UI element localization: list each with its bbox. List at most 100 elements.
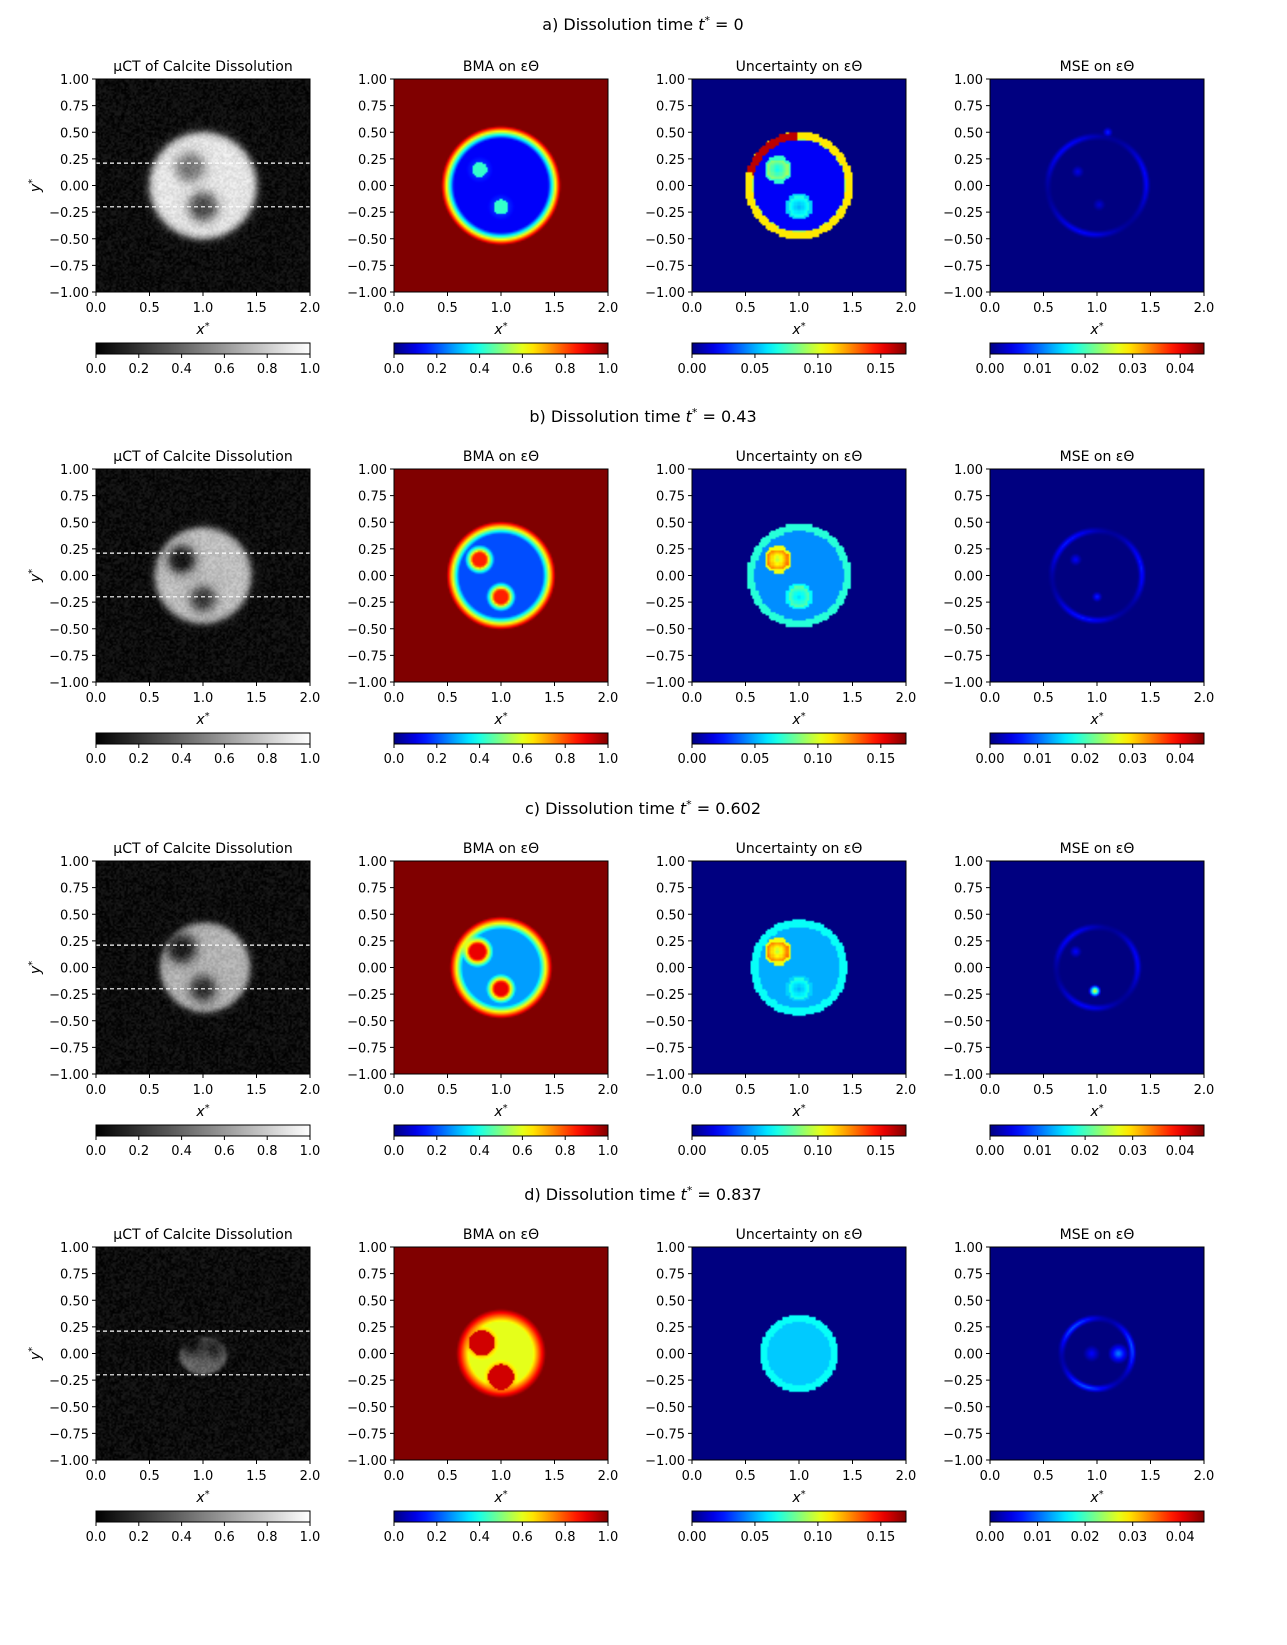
colorbar-tick-label: 0.15 — [866, 362, 895, 377]
y-tick-label: 0.25 — [656, 153, 685, 168]
x-tick-label: 1.0 — [1087, 691, 1108, 706]
colorbar-tick-label: 0.0 — [384, 752, 405, 767]
x-tick-label: 2.0 — [896, 301, 917, 316]
x-axis-label: x* — [791, 1103, 805, 1120]
x-tick-label: 2.0 — [896, 1083, 917, 1098]
colorbar-tick-label: 0.6 — [512, 362, 533, 377]
x-tick-label: 0.5 — [1033, 1469, 1054, 1484]
panel-title: BMA on εΘ — [463, 59, 539, 75]
colorbar-tick-label: 0.4 — [171, 1530, 192, 1545]
x-tick-label: 1.5 — [842, 1469, 863, 1484]
colorbar-tick-label: 0.8 — [257, 362, 278, 377]
heatmap-image — [96, 79, 310, 292]
y-tick-label: −0.75 — [49, 1041, 89, 1056]
x-tick-label: 1.5 — [544, 301, 565, 316]
panel-bma: BMA on εΘ 1.00 0.75 0.50 0.25 0.00 −0.25 −0.50 −… — [347, 449, 618, 767]
colorbar-tick-label: 0.01 — [1023, 1144, 1052, 1159]
panel-title: MSE on εΘ — [1060, 449, 1135, 465]
x-tick-label: 2.0 — [300, 691, 321, 706]
colorbar-tick-label: 0.4 — [469, 752, 490, 767]
colorbar-tick-label: 0.4 — [469, 362, 490, 377]
colorbar-tick-label: 0.01 — [1023, 1530, 1052, 1545]
x-tick-label: 1.5 — [246, 1083, 267, 1098]
panel-title: Uncertainty on εΘ — [736, 59, 863, 75]
y-tick-label: −0.50 — [49, 623, 89, 638]
y-tick-label: −0.75 — [943, 649, 983, 664]
y-tick-label: 1.00 — [954, 1241, 983, 1256]
y-tick-label: 0.25 — [954, 1321, 983, 1336]
y-axis-label: y* — [27, 1347, 44, 1361]
x-axis-label: x* — [791, 1489, 805, 1506]
x-tick-label: 0.0 — [682, 301, 703, 316]
x-tick-label: 1.5 — [842, 691, 863, 706]
y-tick-label: 1.00 — [358, 1241, 387, 1256]
panel-unc: Uncertainty on εΘ 1.00 0.75 0.50 0.25 0.00 −0.… — [645, 449, 916, 767]
x-tick-label: 1.0 — [789, 691, 810, 706]
x-tick-label: 0.5 — [735, 1469, 756, 1484]
y-tick-label: −0.50 — [943, 1015, 983, 1030]
y-tick-label: −0.50 — [49, 233, 89, 248]
y-tick-label: 0.00 — [358, 180, 387, 195]
colorbar-tick-label: 0.10 — [803, 1144, 832, 1159]
y-tick-label: 0.50 — [656, 908, 685, 923]
y-tick-label: 0.75 — [358, 490, 387, 505]
colorbar-tick-label: 0.00 — [976, 362, 1005, 377]
x-tick-label: 1.5 — [246, 301, 267, 316]
row-title-var: t — [680, 799, 687, 818]
panel-title: μCT of Calcite Dissolution — [113, 1227, 292, 1243]
panel-title: μCT of Calcite Dissolution — [113, 449, 292, 465]
y-tick-label: 0.50 — [954, 908, 983, 923]
colorbar-tick-label: 0.00 — [976, 1144, 1005, 1159]
x-tick-label: 1.0 — [491, 691, 512, 706]
y-tick-label: −0.75 — [943, 1427, 983, 1442]
row-title: d) Dissolution time t* = 0.837 — [524, 1184, 761, 1204]
x-tick-label: 0.0 — [980, 301, 1001, 316]
y-tick-label: 0.25 — [60, 1321, 89, 1336]
colorbar-tick-label: 0.6 — [512, 1530, 533, 1545]
heatmap-image — [96, 1247, 310, 1460]
y-tick-label: 0.25 — [954, 543, 983, 558]
x-tick-label: 1.0 — [193, 301, 214, 316]
colorbar-tick-label: 0.00 — [678, 1530, 707, 1545]
y-tick-label: −0.75 — [49, 259, 89, 274]
x-axis-label: x* — [1089, 711, 1103, 728]
y-tick-label: 0.00 — [358, 962, 387, 977]
x-tick-label: 0.0 — [384, 1469, 405, 1484]
x-tick-label: 0.0 — [384, 1083, 405, 1098]
colorbar-tick-label: 0.15 — [866, 1144, 895, 1159]
x-tick-label: 1.5 — [246, 1469, 267, 1484]
colorbar-tick-label: 0.4 — [171, 362, 192, 377]
y-tick-label: −0.75 — [49, 1427, 89, 1442]
colorbar-tick-label: 0.2 — [128, 362, 149, 377]
y-tick-label: 1.00 — [954, 463, 983, 478]
colorbar — [393, 732, 609, 745]
panel-unc: Uncertainty on εΘ 1.00 0.75 0.50 0.25 0.00 −0.… — [645, 59, 916, 377]
colorbar-tick-label: 0.00 — [678, 1144, 707, 1159]
colorbar-tick-label: 0.10 — [803, 752, 832, 767]
colorbar-tick-label: 1.0 — [300, 752, 321, 767]
y-tick-label: 0.00 — [358, 570, 387, 585]
y-tick-label: 0.50 — [358, 908, 387, 923]
colorbar-tick-label: 0.2 — [426, 752, 447, 767]
panel-title: BMA on εΘ — [463, 841, 539, 857]
panel-mse: MSE on εΘ 1.00 0.75 0.50 0.25 0.00 −0.25 −0.50 −… — [943, 449, 1214, 767]
colorbar-tick-label: 0.02 — [1071, 362, 1100, 377]
colorbar-tick-label: 0.02 — [1071, 752, 1100, 767]
colorbar — [393, 1124, 609, 1137]
x-tick-label: 1.5 — [1140, 1083, 1161, 1098]
y-tick-label: −0.25 — [347, 988, 387, 1003]
x-tick-label: 1.0 — [1087, 1469, 1108, 1484]
panel-mse: MSE on εΘ 1.00 0.75 0.50 0.25 0.00 −0.25 −0.50 −… — [943, 1227, 1214, 1545]
y-tick-label: −0.25 — [943, 988, 983, 1003]
y-tick-label: −0.75 — [347, 259, 387, 274]
panel-title: μCT of Calcite Dissolution — [113, 59, 292, 75]
x-axis-label: x* — [791, 711, 805, 728]
colorbar — [393, 1510, 609, 1523]
x-tick-label: 0.0 — [384, 301, 405, 316]
y-tick-label: 0.00 — [656, 962, 685, 977]
y-tick-label: 0.25 — [954, 935, 983, 950]
y-tick-label: −0.50 — [347, 1015, 387, 1030]
row-title: b) Dissolution time t* = 0.43 — [529, 406, 756, 426]
colorbar-tick-label: 1.0 — [598, 1530, 619, 1545]
y-tick-label: 0.50 — [656, 516, 685, 531]
